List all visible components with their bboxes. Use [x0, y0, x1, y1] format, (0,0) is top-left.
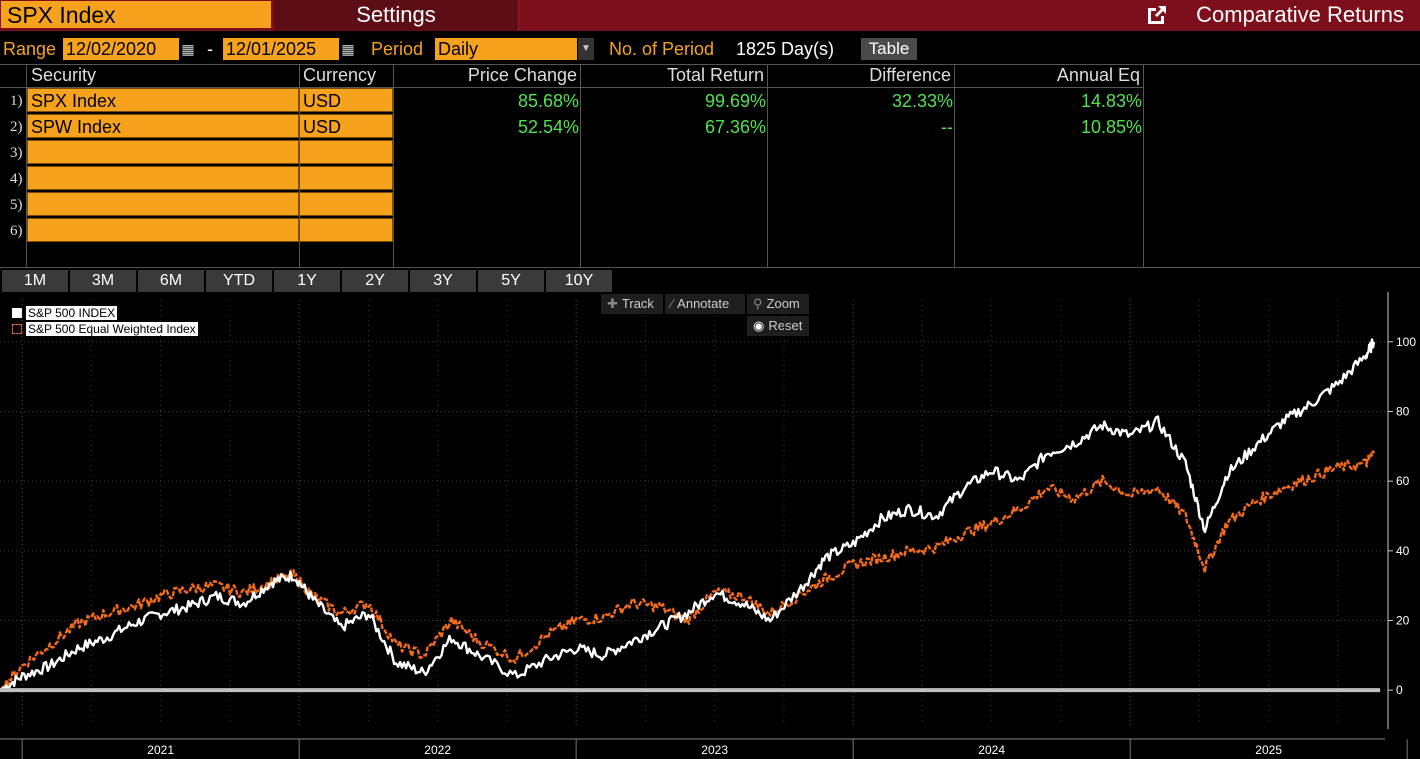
- start-date-field[interactable]: 12/02/2020: [63, 38, 179, 60]
- difference-value: 32.33%: [891, 91, 953, 111]
- track-button[interactable]: ✚ Track: [601, 294, 663, 314]
- track-label: Track: [621, 296, 654, 311]
- period-6m-button[interactable]: 6M: [138, 270, 204, 292]
- period-ytd-button[interactable]: YTD: [206, 270, 272, 292]
- period-10y-button[interactable]: 10Y: [546, 270, 612, 292]
- security-cell[interactable]: [27, 218, 299, 242]
- period-1y-button[interactable]: 1Y: [274, 270, 340, 292]
- x-tick-label: 2024: [978, 743, 1005, 757]
- header-total-return[interactable]: Total Return: [666, 65, 764, 85]
- row-number: 2): [10, 119, 23, 135]
- header-annual-eq[interactable]: Annual Eq: [1056, 65, 1140, 85]
- reset-icon: ◉: [753, 318, 765, 333]
- table-button[interactable]: Table: [861, 38, 917, 60]
- currency-cell[interactable]: [299, 192, 393, 216]
- y-tick-label: 60: [1396, 474, 1410, 488]
- y-tick-label: 40: [1396, 544, 1410, 558]
- period-2y-button[interactable]: 2Y: [342, 270, 408, 292]
- pencil-icon: ∕: [671, 296, 674, 311]
- zoom-button[interactable]: ⚲ Zoom: [747, 294, 809, 314]
- difference-value: --: [941, 117, 953, 137]
- period-select[interactable]: Daily: [435, 38, 577, 60]
- currency-cell[interactable]: USD: [299, 114, 393, 138]
- series-line-spx: [0, 338, 1376, 692]
- legend-swatch-spw: [12, 324, 22, 334]
- returns-chart[interactable]: 0 20 40 60 80 100 2021 2022 2023 2024 2025: [0, 292, 1420, 759]
- magnifier-icon: ⚲: [753, 296, 763, 311]
- x-tick-label: 2023: [701, 743, 728, 757]
- zoom-label: Zoom: [766, 296, 800, 311]
- settings-tab[interactable]: Settings: [274, 0, 519, 31]
- security-cell[interactable]: [27, 140, 299, 164]
- grid-line: [954, 64, 955, 268]
- legend-spw[interactable]: S&P 500 Equal Weighted Index: [26, 322, 198, 336]
- y-tick-label: 20: [1396, 613, 1410, 627]
- currency-cell[interactable]: [299, 140, 393, 164]
- grid-line: [393, 64, 394, 268]
- header-line: [0, 87, 1143, 88]
- header-currency[interactable]: Currency: [303, 65, 377, 85]
- y-tick-label: 0: [1396, 683, 1403, 697]
- page-title: Comparative Returns: [1196, 2, 1404, 27]
- price-change-value: 52.54%: [517, 117, 579, 137]
- currency-cell[interactable]: [299, 166, 393, 190]
- header-security[interactable]: Security: [31, 65, 97, 85]
- total-return-value: 67.36%: [704, 117, 766, 137]
- grid-line: [26, 64, 27, 268]
- x-tick-label: 2025: [1255, 743, 1282, 757]
- end-date-field[interactable]: 12/01/2025: [223, 38, 339, 60]
- legend-spx[interactable]: S&P 500 INDEX: [26, 306, 118, 320]
- annual-eq-value: 10.85%: [1080, 117, 1142, 137]
- grid-line: [1143, 64, 1144, 268]
- security-cell[interactable]: [27, 192, 299, 216]
- external-link-icon[interactable]: [1146, 4, 1168, 26]
- range-label: Range: [3, 39, 57, 59]
- x-tick-label: 2021: [147, 743, 174, 757]
- reset-label: Reset: [768, 318, 803, 333]
- y-tick-label: 100: [1396, 335, 1416, 349]
- period-5y-button[interactable]: 5Y: [478, 270, 544, 292]
- calendar-icon[interactable]: ▦: [341, 41, 355, 57]
- period-3y-button[interactable]: 3Y: [410, 270, 476, 292]
- row-number: 1): [10, 93, 23, 109]
- annual-eq-value: 14.83%: [1080, 91, 1142, 111]
- num-period-value[interactable]: 1825 Day(s): [736, 39, 835, 59]
- calendar-icon[interactable]: ▦: [181, 41, 195, 57]
- period-1m-button[interactable]: 1M: [2, 270, 68, 292]
- y-tick-label: 80: [1396, 404, 1410, 418]
- x-tick-label: 2022: [424, 743, 451, 757]
- currency-cell[interactable]: [299, 218, 393, 242]
- security-cell[interactable]: [27, 166, 299, 190]
- price-change-value: 85.68%: [517, 91, 579, 111]
- returns-table: [0, 64, 1420, 268]
- crosshair-icon: ✚: [607, 296, 618, 311]
- total-return-value: 99.69%: [704, 91, 766, 111]
- security-cell[interactable]: SPW Index: [27, 114, 299, 138]
- legend-swatch-spx: [12, 308, 22, 318]
- header-price-change[interactable]: Price Change: [467, 65, 577, 85]
- annotate-button[interactable]: ∕ Annotate: [665, 294, 745, 314]
- num-period-label: No. of Period: [609, 39, 715, 59]
- period-3m-button[interactable]: 3M: [70, 270, 136, 292]
- header-difference[interactable]: Difference: [869, 65, 951, 85]
- ticker-input[interactable]: SPX Index: [0, 0, 272, 29]
- annotate-label: Annotate: [677, 296, 730, 311]
- range-dash: -: [207, 39, 213, 59]
- security-cell[interactable]: SPX Index: [27, 88, 299, 112]
- row-number: 3): [10, 145, 23, 161]
- row-number: 5): [10, 197, 23, 213]
- chevron-down-icon[interactable]: ▼: [578, 38, 594, 60]
- grid-line: [767, 64, 768, 268]
- period-label: Period: [371, 39, 424, 59]
- currency-cell[interactable]: USD: [299, 88, 393, 112]
- reset-button[interactable]: ◉ Reset: [747, 316, 809, 336]
- row-number: 6): [10, 223, 23, 239]
- series-line-spw: [0, 450, 1376, 692]
- grid-line: [580, 64, 581, 268]
- row-number: 4): [10, 171, 23, 187]
